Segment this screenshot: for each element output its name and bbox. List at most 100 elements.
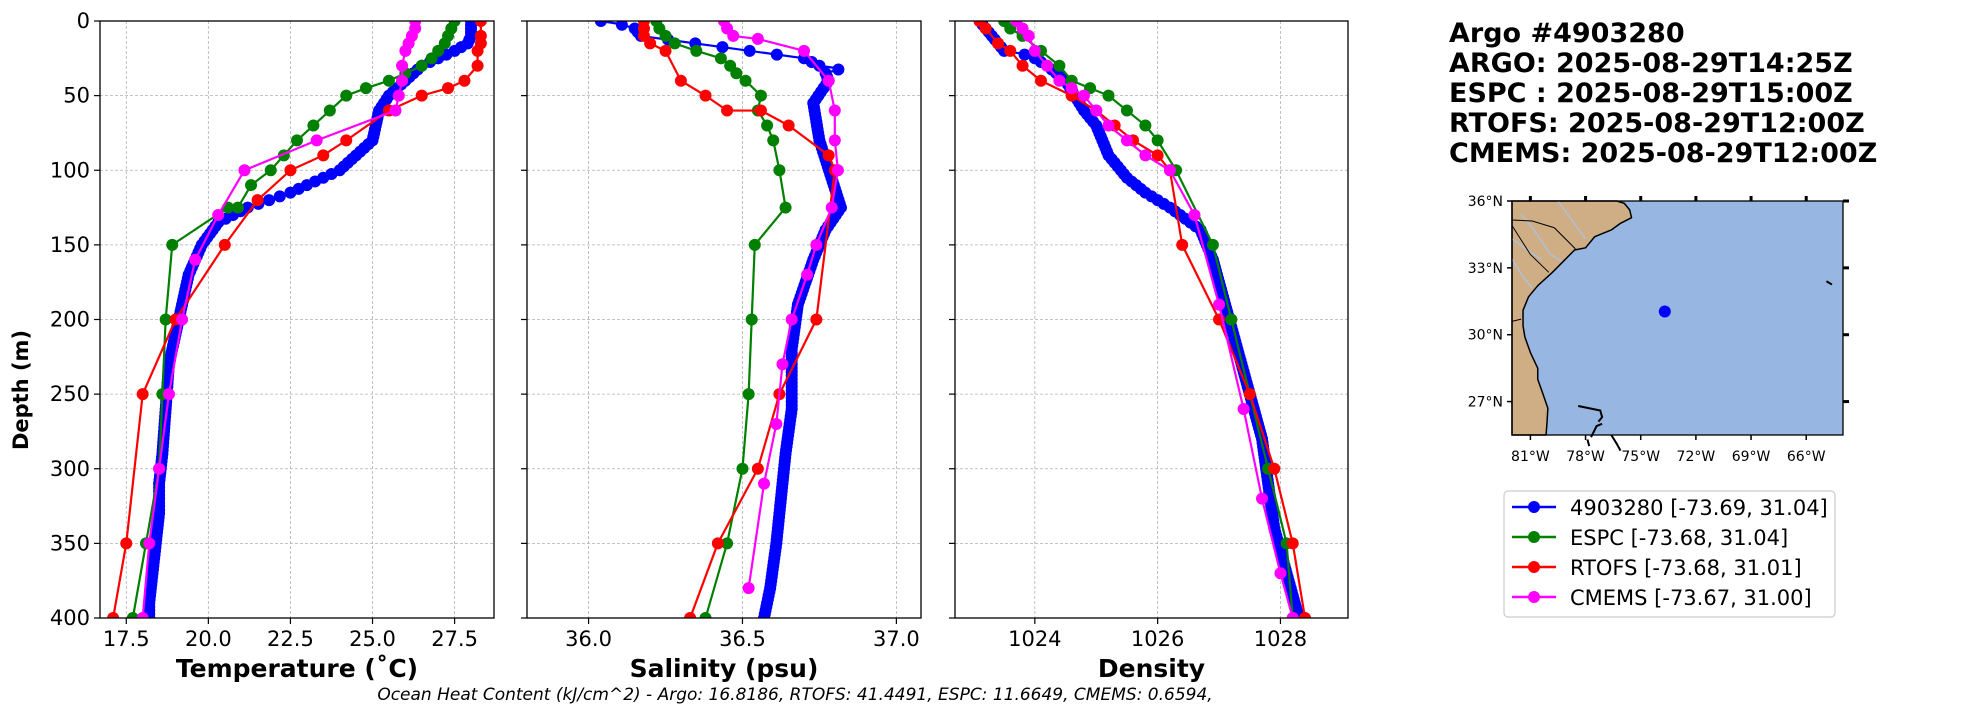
data-point-espc — [1139, 119, 1152, 132]
data-point-argo — [263, 194, 276, 207]
data-point-espc — [779, 201, 792, 214]
data-point-rtofs — [107, 612, 120, 618]
data-point-espc — [245, 179, 258, 192]
data-point-rtofs — [251, 194, 264, 207]
legend-marker-argo — [1528, 501, 1540, 513]
data-point-espc — [1053, 59, 1066, 72]
profile-panels: 17.5 20.0 22.5 25.0 27.5 0 50 100 150 200 250 300 35… — [50, 9, 1349, 683]
x-axis-label: Density — [1098, 654, 1205, 683]
data-point-rtofs — [979, 22, 992, 35]
map-border — [1511, 219, 1576, 250]
data-point-espc — [773, 164, 786, 177]
legend-marker-rtofs — [1528, 561, 1540, 573]
data-point-espc — [668, 37, 681, 50]
data-point-rtofs — [684, 612, 697, 618]
data-point-argo — [594, 21, 607, 27]
data-point-rtofs — [317, 149, 330, 162]
data-point-cmems — [1256, 492, 1269, 505]
data-point-cmems — [1286, 612, 1299, 618]
density-panel: 1024 1026 1028 Density — [949, 20, 1349, 683]
data-point-cmems — [136, 612, 149, 618]
data-point-cmems — [1188, 209, 1201, 222]
x-tick-label: 36.0 — [565, 627, 612, 651]
map-river — [1511, 238, 1542, 260]
data-point-espc — [382, 74, 395, 87]
data-point-cmems — [758, 477, 771, 490]
x-tick-label: 1026 — [1131, 627, 1184, 651]
data-point-rtofs — [711, 537, 724, 550]
data-point-espc — [742, 388, 755, 401]
data-point-rtofs — [1034, 74, 1047, 87]
map-border — [1511, 318, 1522, 322]
data-point-cmems — [143, 537, 156, 550]
legend-item: ESPC [-73.68, 31.04] — [1512, 526, 1788, 550]
y-tick-label: 250 — [50, 382, 90, 406]
data-point-cmems — [798, 44, 811, 57]
data-point-cmems — [825, 201, 838, 214]
legend-item: 4903280 [-73.69, 31.04] — [1512, 496, 1828, 520]
series-espc — [126, 21, 461, 618]
legend-marker-cmems — [1528, 591, 1540, 603]
map-river — [1520, 213, 1562, 262]
data-point-rtofs — [644, 37, 657, 50]
title-line-cmems: CMEMS: 2025-08-29T12:00Z — [1449, 138, 1877, 169]
data-point-espc — [231, 201, 244, 214]
data-point-cmems — [742, 582, 755, 595]
legend-label-cmems: CMEMS [-73.67, 31.00] — [1570, 586, 1812, 610]
series-cmems — [1010, 21, 1299, 618]
y-tick-label: 0 — [77, 9, 90, 33]
data-point-cmems — [1041, 59, 1054, 72]
data-point-espc — [166, 238, 179, 251]
data-point-rtofs — [415, 89, 428, 102]
data-point-espc — [126, 612, 139, 618]
data-point-espc — [307, 119, 320, 132]
data-point-rtofs — [991, 37, 1004, 50]
map-lat-label: 33°N — [1468, 261, 1503, 277]
data-point-cmems — [1022, 29, 1035, 42]
data-point-espc — [323, 104, 336, 117]
data-point-rtofs — [442, 82, 455, 95]
data-point-espc — [1225, 313, 1238, 326]
map-island — [1578, 405, 1604, 423]
legend-box — [1503, 490, 1836, 618]
title-block: Argo #4903280 ARGO: 2025-08-29T14:25Z ES… — [1449, 18, 1877, 169]
data-point-espc — [159, 313, 172, 326]
salinity-panel: 36.0 36.5 37.0 Salinity (psu) — [521, 20, 922, 683]
data-point-cmems — [1139, 149, 1152, 162]
data-point-cmems — [770, 417, 783, 430]
data-point-espc — [739, 74, 752, 87]
data-point-cmems — [1274, 567, 1287, 580]
legend-marker-espc — [1528, 531, 1540, 543]
data-point-rtofs — [751, 462, 764, 475]
y-tick-label: 150 — [50, 233, 90, 257]
x-axis-label: Salinity (psu) — [630, 654, 819, 683]
map-lon-label: 72°W — [1677, 449, 1716, 465]
x-axis-label: Temperature (˚C) — [176, 654, 418, 683]
data-point-cmems — [1028, 44, 1041, 57]
data-point-cmems — [189, 253, 202, 266]
data-point-argo — [273, 190, 286, 203]
data-point-rtofs — [340, 134, 353, 147]
legend-item: RTOFS [-73.68, 31.01] — [1512, 556, 1802, 580]
data-point-argo — [716, 41, 729, 54]
data-point-rtofs — [810, 313, 823, 326]
data-point-rtofs — [471, 44, 484, 57]
series-cmems — [718, 21, 844, 595]
data-point-cmems — [399, 44, 412, 57]
map-river — [1511, 258, 1533, 289]
data-point-espc — [754, 89, 767, 102]
legend: 4903280 [-73.69, 31.04] ESPC [-73.68, 31… — [1503, 490, 1836, 618]
map-lon-label: 69°W — [1732, 449, 1771, 465]
data-point-rtofs — [1268, 462, 1281, 475]
data-point-rtofs — [458, 74, 471, 87]
series-espc — [998, 21, 1299, 618]
data-point-rtofs — [659, 44, 672, 57]
data-point-cmems — [810, 238, 823, 251]
data-point-argo — [284, 186, 297, 199]
data-point-espc — [340, 89, 353, 102]
data-point-espc — [1151, 134, 1164, 147]
data-point-cmems — [801, 268, 814, 281]
data-point-rtofs — [1286, 537, 1299, 550]
data-point-espc — [745, 313, 758, 326]
data-point-cmems — [1090, 104, 1103, 117]
